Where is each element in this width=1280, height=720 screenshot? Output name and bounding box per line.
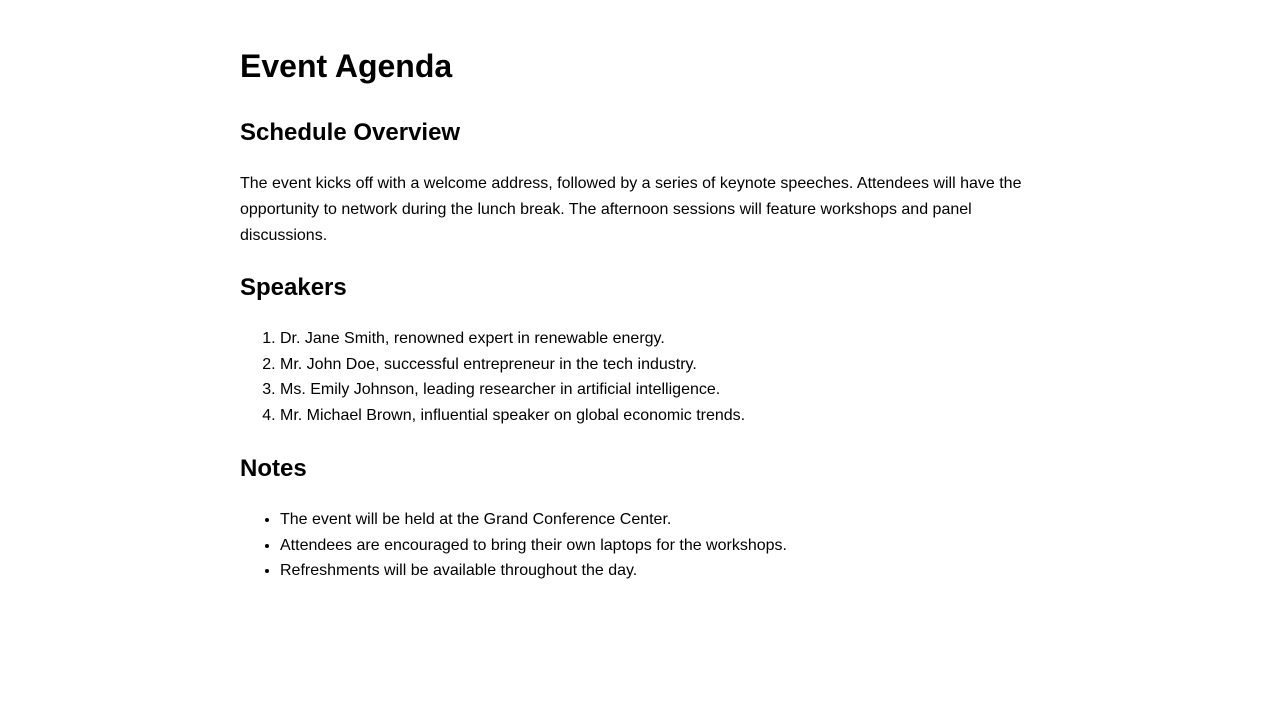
- speakers-heading: Speakers: [240, 274, 347, 301]
- schedule-overview-heading: Schedule Overview: [240, 119, 461, 146]
- speaker-item: Mr. Michael Brown, influential speaker o…: [280, 403, 1040, 429]
- speakers-list: Dr. Jane Smith, renowned expert in renew…: [240, 326, 1040, 429]
- schedule-overview-paragraph: The event kicks off with a welcome addre…: [240, 175, 1022, 244]
- speaker-item: Dr. Jane Smith, renowned expert in renew…: [280, 326, 1040, 352]
- notes-heading: Notes: [240, 455, 307, 482]
- page-title: Event Agenda: [240, 48, 453, 84]
- note-item: The event will be held at the Grand Conf…: [280, 507, 1040, 533]
- speaker-item: Ms. Emily Johnson, leading researcher in…: [280, 377, 1040, 403]
- notes-list: The event will be held at the Grand Conf…: [240, 507, 1040, 584]
- note-item: Refreshments will be available throughou…: [280, 558, 1040, 584]
- note-item: Attendees are encouraged to bring their …: [280, 533, 1040, 559]
- speaker-item: Mr. John Doe, successful entrepreneur in…: [280, 352, 1040, 378]
